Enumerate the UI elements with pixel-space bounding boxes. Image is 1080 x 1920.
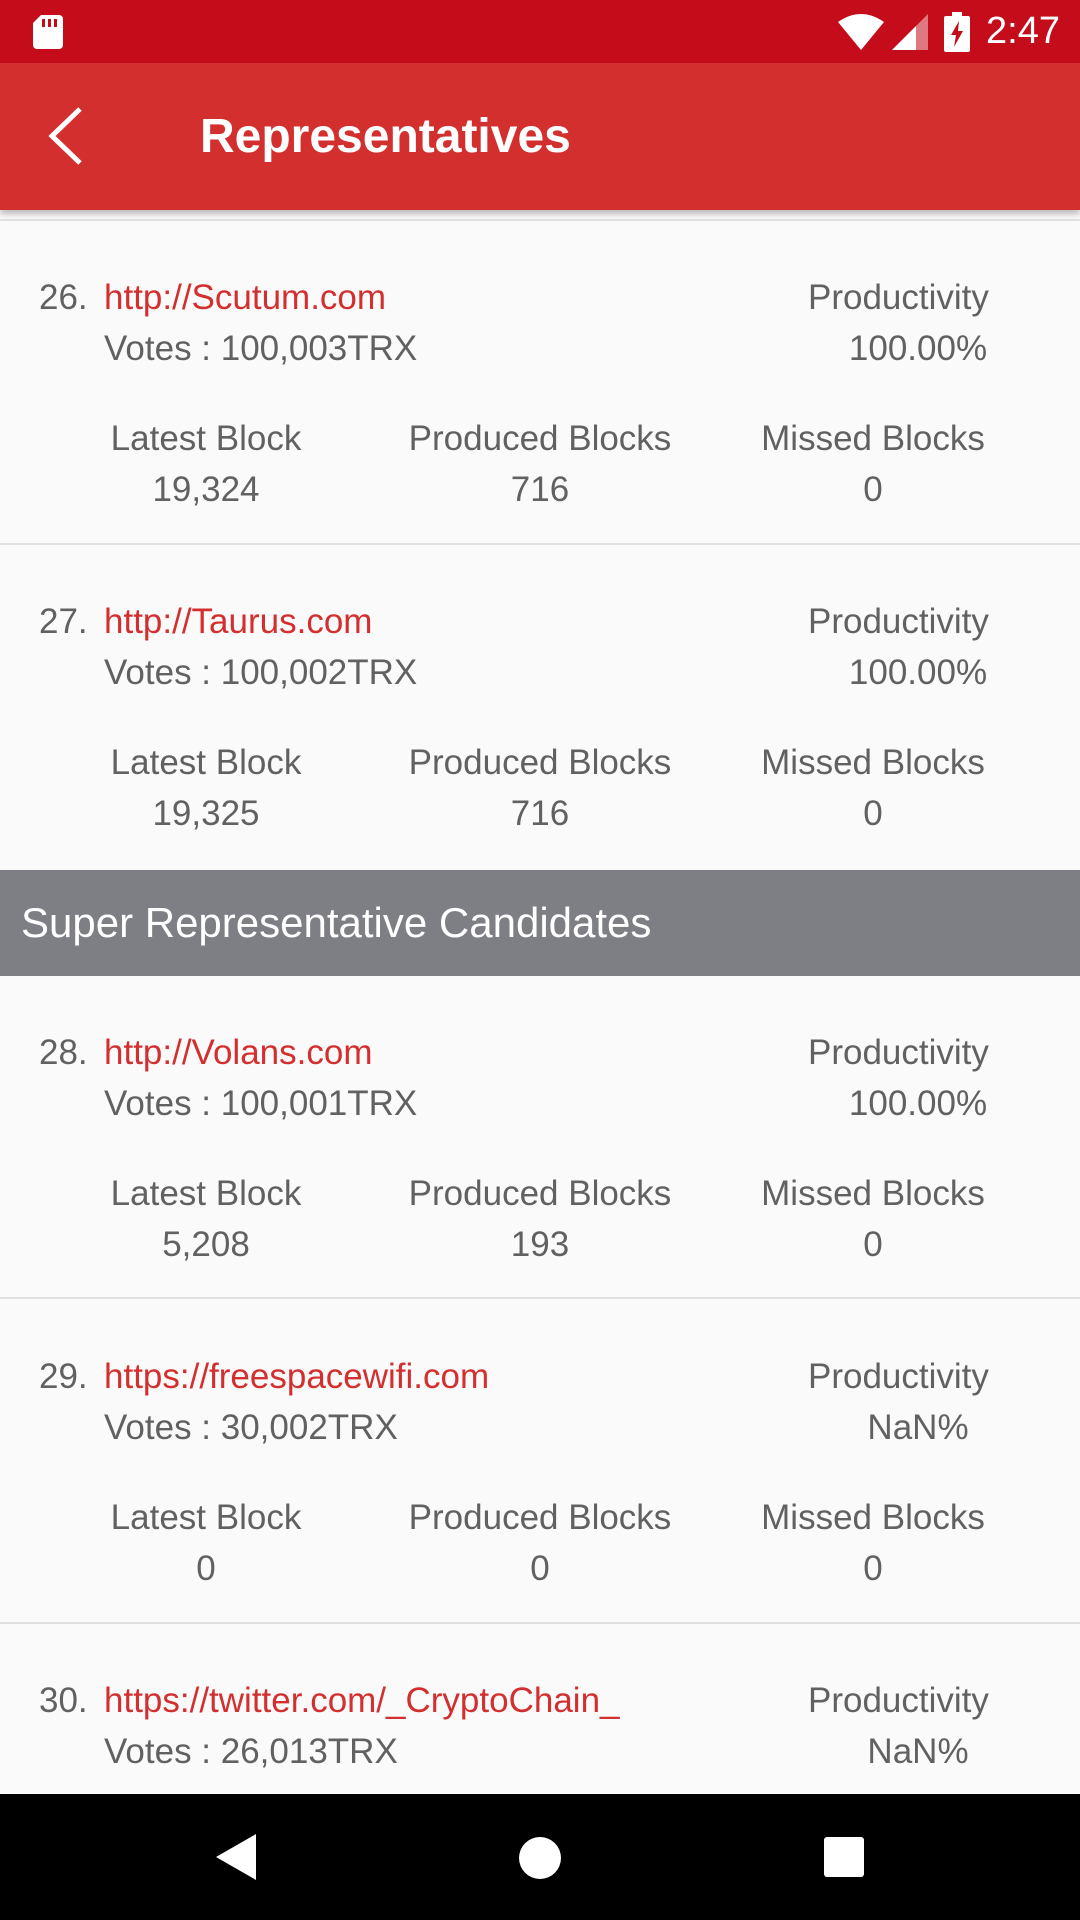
candidate-url-link[interactable]: http://Volans.com: [104, 1033, 373, 1072]
produced-blocks-label: Produced Blocks: [408, 1174, 672, 1213]
productivity-label: Productivity: [808, 602, 989, 641]
candidate-url-link[interactable]: https://twitter.com/_CryptoChain_: [104, 1681, 620, 1720]
produced-blocks-value: 193: [510, 1225, 570, 1264]
produced-blocks-value: 716: [510, 470, 570, 509]
list-divider: [0, 1297, 1080, 1299]
productivity-value: NaN%: [867, 1408, 969, 1447]
rank-number: 27.: [39, 602, 88, 641]
missed-blocks-value: 0: [863, 1225, 883, 1264]
votes-count: Votes : 30,002TRX: [104, 1408, 398, 1447]
latest-block-stat: Latest Block 5,208: [56, 1174, 356, 1265]
latest-block-stat: Latest Block 19,324: [56, 419, 356, 510]
latest-block-label: Latest Block: [110, 743, 302, 782]
votes-count: Votes : 100,001TRX: [104, 1084, 418, 1123]
chevron-left-icon[interactable]: [44, 105, 94, 167]
votes-count: Votes : 100,003TRX: [104, 329, 418, 368]
produced-blocks-stat: Produced Blocks 0: [390, 1498, 690, 1589]
status-time: 2:47: [986, 10, 1060, 52]
representative-item[interactable]: 26. http://Scutum.com Votes : 100,003TRX…: [0, 221, 1080, 546]
latest-block-stat: Latest Block 0: [56, 1498, 356, 1589]
list-divider: [0, 1622, 1080, 1624]
status-icons: 2:47: [838, 0, 1060, 63]
latest-block-value: 19,325: [152, 794, 260, 833]
produced-blocks-stat: Produced Blocks 193: [390, 1174, 690, 1265]
candidate-url-link[interactable]: https://freespacewifi.com: [104, 1357, 490, 1396]
productivity-label: Productivity: [808, 1357, 989, 1396]
produced-blocks-stat: Produced Blocks 716: [390, 743, 690, 834]
latest-block-value: 0: [196, 1549, 216, 1588]
section-header-candidates: Super Representative Candidates: [0, 870, 1080, 976]
latest-block-stat: Latest Block 19,325: [56, 743, 356, 834]
missed-blocks-stat: Missed Blocks 0: [723, 1174, 1023, 1265]
latest-block-value: 5,208: [162, 1225, 250, 1264]
produced-blocks-label: Produced Blocks: [408, 419, 672, 458]
produced-blocks-label: Produced Blocks: [408, 1498, 672, 1537]
page-title: Representatives: [200, 110, 571, 163]
rank-number: 30.: [39, 1681, 88, 1720]
candidate-item[interactable]: 28. http://Volans.com Votes : 100,001TRX…: [0, 976, 1080, 1301]
nav-back-icon[interactable]: [216, 1834, 256, 1880]
missed-blocks-value: 0: [863, 470, 883, 509]
missed-blocks-stat: Missed Blocks 0: [723, 1498, 1023, 1589]
produced-blocks-label: Produced Blocks: [408, 743, 672, 782]
votes-count: Votes : 26,013TRX: [104, 1732, 398, 1771]
wifi-icon: [838, 13, 885, 50]
candidate-item[interactable]: 30. https://twitter.com/_CryptoChain_ Vo…: [0, 1624, 1080, 1794]
produced-blocks-value: 716: [510, 794, 570, 833]
sd-card-icon: [33, 15, 63, 49]
productivity-value: 100.00%: [848, 653, 988, 692]
missed-blocks-label: Missed Blocks: [761, 1174, 985, 1213]
missed-blocks-label: Missed Blocks: [761, 419, 985, 458]
candidate-item[interactable]: 29. https://freespacewifi.com Votes : 30…: [0, 1300, 1080, 1625]
status-bar: 2:47: [0, 0, 1080, 63]
latest-block-value: 19,324: [152, 470, 260, 509]
productivity-label: Productivity: [808, 1681, 989, 1720]
productivity-value: NaN%: [867, 1732, 969, 1771]
system-nav-bar: [0, 1794, 1080, 1920]
missed-blocks-label: Missed Blocks: [761, 743, 985, 782]
missed-blocks-value: 0: [863, 1549, 883, 1588]
produced-blocks-value: 0: [530, 1549, 550, 1588]
latest-block-label: Latest Block: [110, 419, 302, 458]
productivity-label: Productivity: [808, 1033, 989, 1072]
latest-block-label: Latest Block: [110, 1174, 302, 1213]
missed-blocks-stat: Missed Blocks 0: [723, 419, 1023, 510]
rank-number: 26.: [39, 278, 88, 317]
signal-icon: [892, 13, 929, 50]
nav-home-icon[interactable]: [518, 1836, 562, 1880]
missed-blocks-value: 0: [863, 794, 883, 833]
battery-charging-icon: [944, 11, 971, 52]
representative-url-link[interactable]: http://Taurus.com: [104, 602, 373, 641]
productivity-value: 100.00%: [848, 1084, 988, 1123]
latest-block-label: Latest Block: [110, 1498, 302, 1537]
missed-blocks-stat: Missed Blocks 0: [723, 743, 1023, 834]
representative-url-link[interactable]: http://Scutum.com: [104, 278, 387, 317]
rank-number: 29.: [39, 1357, 88, 1396]
rank-number: 28.: [39, 1033, 88, 1072]
representative-item[interactable]: 27. http://Taurus.com Votes : 100,002TRX…: [0, 545, 1080, 870]
missed-blocks-label: Missed Blocks: [761, 1498, 985, 1537]
productivity-label: Productivity: [808, 278, 989, 317]
produced-blocks-stat: Produced Blocks 716: [390, 419, 690, 510]
list-divider: [0, 543, 1080, 545]
app-bar: Representatives: [0, 63, 1080, 210]
nav-recents-icon[interactable]: [824, 1837, 864, 1877]
list-top-divider: [0, 219, 1080, 221]
votes-count: Votes : 100,002TRX: [104, 653, 418, 692]
productivity-value: 100.00%: [848, 329, 988, 368]
representatives-list[interactable]: 26. http://Scutum.com Votes : 100,003TRX…: [0, 210, 1080, 1794]
